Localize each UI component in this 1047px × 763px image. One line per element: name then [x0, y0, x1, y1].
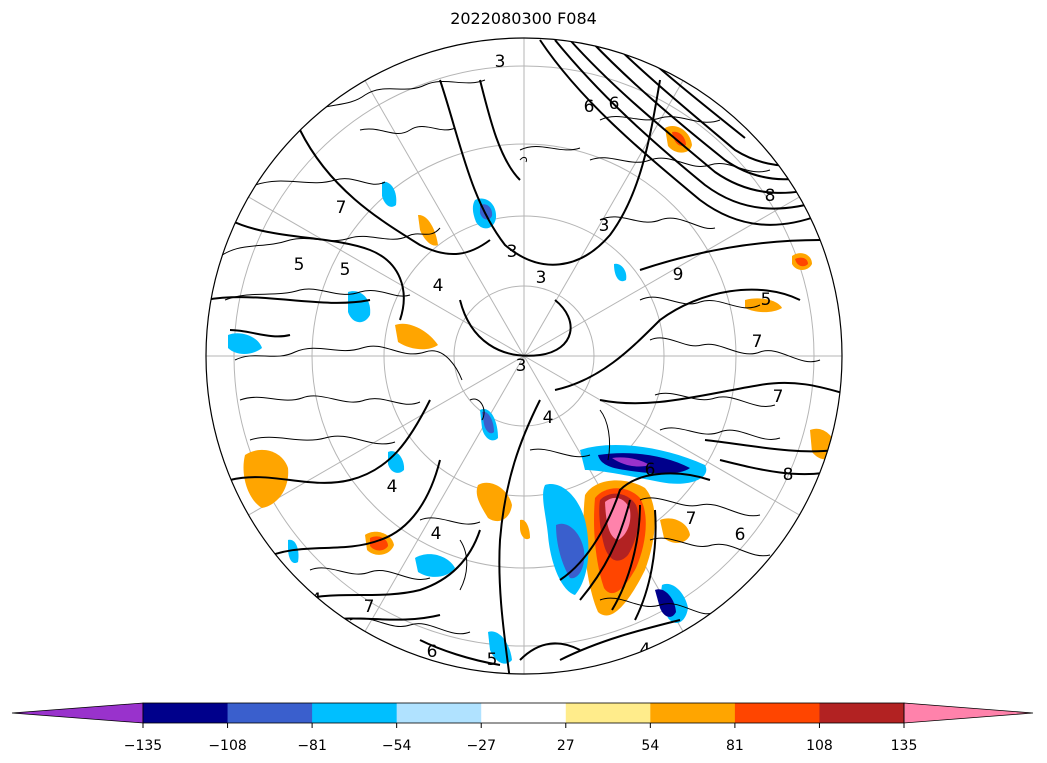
colorbar-segment: [143, 703, 229, 723]
meridian-line: [248, 196, 525, 357]
colorbar-tick-label: 54: [641, 738, 659, 754]
colorbar-segment: [734, 703, 820, 723]
contour-label: 6: [645, 460, 656, 480]
contour-label: 7: [752, 332, 763, 352]
contour-label: 3: [599, 216, 610, 236]
contour-label: 4: [543, 408, 554, 428]
colorbar-tick-label: 81: [726, 738, 744, 754]
contour-label: 6: [609, 94, 620, 114]
colorbar-tick-label: −54: [382, 738, 412, 754]
colorbar-extend-low: [11, 702, 144, 724]
contour-label: 5: [294, 255, 305, 275]
contour-label: 7: [686, 509, 697, 529]
contour-label: 5: [340, 260, 351, 280]
colorbar-extend-high: [903, 702, 1034, 724]
colorbar-segment: [650, 703, 736, 723]
contour-label: 8: [765, 186, 776, 206]
meridian-line: [364, 80, 525, 357]
map-boundary: [205, 37, 843, 675]
colorbar-tick-label: 27: [557, 738, 575, 754]
colorbar-outline: [142, 702, 905, 724]
colorbar-segment: [227, 703, 313, 723]
plot-title: 2022080300 F084: [450, 9, 597, 28]
contour-label: 9: [673, 265, 684, 285]
colorbar-segment: [312, 703, 398, 723]
colorbar-tick-label: −27: [466, 738, 496, 754]
colorbar-segment: [819, 703, 905, 723]
meridian-line: [364, 355, 525, 632]
contour-label: 6: [427, 642, 438, 662]
contour-label: 7: [773, 387, 784, 407]
contour-label: 8: [783, 465, 794, 485]
colorbar-tick-label: 135: [891, 738, 918, 754]
colorbar-tick-label: −135: [124, 738, 162, 754]
colorbar-tick-label: −81: [297, 738, 327, 754]
contour-label: 7: [336, 198, 347, 218]
contour-label: 6: [735, 525, 746, 545]
meridian-line: [523, 355, 800, 516]
contour-label: 5: [761, 290, 772, 310]
colorbar-segment: [396, 703, 482, 723]
contour-label: 5: [487, 650, 498, 670]
contour-label: 4: [387, 477, 398, 497]
contour-label: 6: [584, 97, 595, 117]
contour-label: 4: [433, 276, 444, 296]
contour-label: 3: [507, 242, 518, 262]
colorbar-tick-label: 108: [806, 738, 833, 754]
meridian-line: [248, 355, 525, 516]
contour-label: 3: [536, 268, 547, 288]
colorbar-segment: [565, 703, 651, 723]
height-contours: [206, 39, 842, 674]
contour-label: 4: [431, 524, 442, 544]
contour-label: 3: [516, 356, 527, 376]
contour-label: 7: [364, 597, 375, 617]
colorbar-segment: [481, 703, 567, 723]
colorbar-tick-label: −108: [208, 738, 246, 754]
contour-label: 3: [495, 52, 506, 72]
